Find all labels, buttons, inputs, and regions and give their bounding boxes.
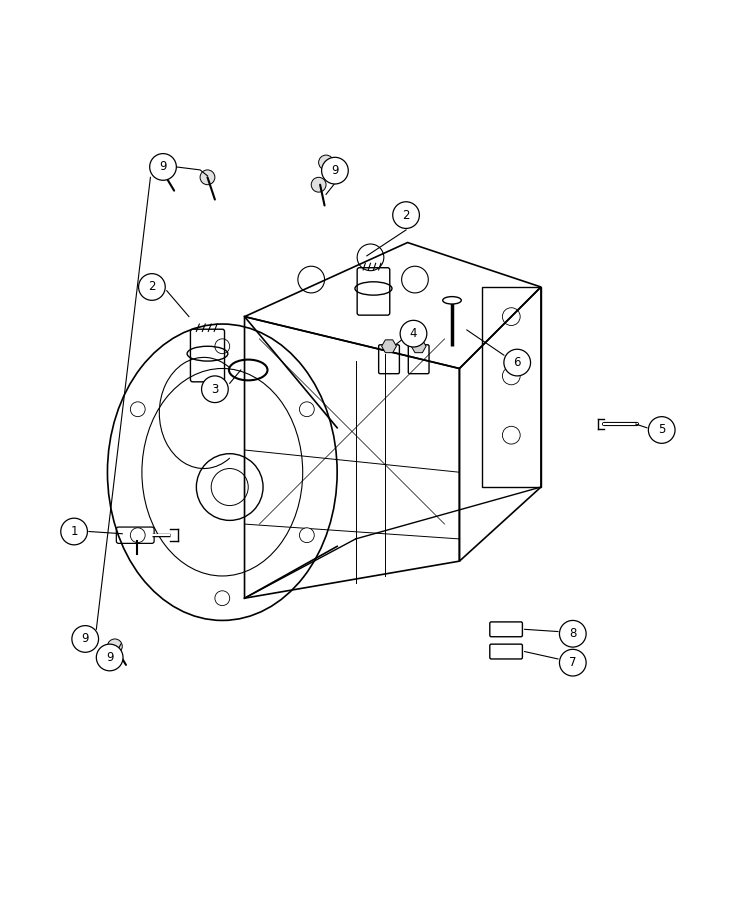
Circle shape (130, 401, 145, 417)
Circle shape (139, 274, 165, 301)
Circle shape (322, 158, 348, 184)
Circle shape (202, 376, 228, 402)
Polygon shape (411, 340, 426, 353)
Circle shape (72, 626, 99, 652)
Circle shape (311, 177, 326, 192)
Circle shape (96, 644, 123, 670)
Text: 6: 6 (514, 356, 521, 369)
Text: 9: 9 (82, 633, 89, 645)
Circle shape (559, 649, 586, 676)
Circle shape (61, 518, 87, 544)
Circle shape (299, 401, 314, 417)
Circle shape (156, 165, 170, 179)
Text: 5: 5 (658, 424, 665, 436)
Text: 2: 2 (148, 281, 156, 293)
Text: 3: 3 (211, 382, 219, 396)
Circle shape (648, 417, 675, 444)
Circle shape (200, 170, 215, 184)
Text: 9: 9 (106, 651, 113, 664)
Polygon shape (382, 340, 396, 353)
Circle shape (504, 349, 531, 376)
Text: 9: 9 (159, 160, 167, 174)
Circle shape (400, 320, 427, 347)
Ellipse shape (443, 297, 461, 304)
Circle shape (130, 527, 145, 543)
Circle shape (107, 639, 122, 653)
Circle shape (393, 202, 419, 229)
Text: 8: 8 (569, 627, 576, 640)
Text: 2: 2 (402, 209, 410, 221)
Text: 4: 4 (410, 328, 417, 340)
Text: 9: 9 (331, 164, 339, 177)
Circle shape (150, 154, 176, 180)
Text: 7: 7 (569, 656, 576, 670)
Circle shape (299, 527, 314, 543)
Text: 1: 1 (70, 525, 78, 538)
Circle shape (319, 155, 333, 170)
Circle shape (215, 590, 230, 606)
Circle shape (559, 620, 586, 647)
Circle shape (215, 339, 230, 354)
